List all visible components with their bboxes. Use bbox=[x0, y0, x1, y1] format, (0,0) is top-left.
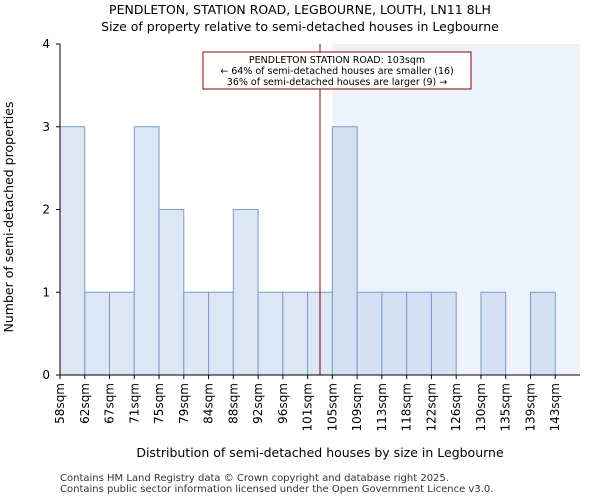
x-tick-label: 58sqm bbox=[53, 383, 67, 424]
bar-58sqm bbox=[59, 126, 86, 376]
y-tick-label: 1 bbox=[42, 285, 50, 299]
bar-122sqm bbox=[430, 291, 457, 376]
y-tick-label: 2 bbox=[42, 203, 50, 217]
x-axis-label: Distribution of semi-detached houses by … bbox=[136, 445, 504, 460]
bar-105sqm bbox=[331, 126, 358, 376]
bar-88sqm bbox=[232, 209, 259, 376]
bar-71sqm bbox=[133, 126, 160, 376]
bar-139sqm bbox=[529, 291, 556, 376]
x-tick-label: 109sqm bbox=[350, 383, 364, 431]
annotation-line-3: 36% of semi-detached houses are larger (… bbox=[227, 77, 447, 88]
chart-subtitle: Size of property relative to semi-detach… bbox=[101, 19, 499, 34]
x-tick-label: 92sqm bbox=[251, 383, 265, 424]
bar-92sqm bbox=[257, 291, 284, 376]
bar-118sqm bbox=[406, 291, 432, 376]
x-tick-label: 118sqm bbox=[400, 383, 414, 431]
x-tick-label: 113sqm bbox=[375, 383, 389, 431]
footer-copyright: Contains HM Land Registry data © Crown c… bbox=[60, 473, 449, 484]
bar-109sqm bbox=[356, 291, 383, 376]
annotation-box bbox=[202, 51, 472, 90]
x-tick-label: 105sqm bbox=[325, 383, 339, 431]
x-tick-label: 101sqm bbox=[301, 383, 315, 431]
x-tick-label: 79sqm bbox=[177, 383, 191, 424]
chart-title: PENDLETON, STATION ROAD, LEGBOURNE, LOUT… bbox=[109, 2, 491, 17]
bar-67sqm bbox=[109, 291, 135, 376]
x-tick-label: 126sqm bbox=[449, 383, 463, 431]
x-tick-label: 122sqm bbox=[424, 383, 438, 431]
footer-licence: Contains public sector information licen… bbox=[60, 484, 494, 495]
x-tick-label: 130sqm bbox=[474, 383, 488, 431]
y-axis-label: Number of semi-detached properties bbox=[1, 102, 16, 333]
annotation-line-2: ← 64% of semi-detached houses are smalle… bbox=[220, 66, 454, 77]
bar-130sqm bbox=[480, 291, 507, 376]
bar-113sqm bbox=[381, 291, 408, 376]
bar-62sqm bbox=[84, 291, 111, 376]
x-tick-label: 135sqm bbox=[499, 383, 513, 431]
x-tick-label: 143sqm bbox=[548, 383, 562, 431]
bar-75sqm bbox=[158, 209, 185, 376]
y-tick-label: 0 bbox=[42, 368, 50, 382]
x-tick-label: 96sqm bbox=[276, 383, 290, 424]
annotation-line-1: PENDLETON STATION ROAD: 103sqm bbox=[249, 55, 425, 66]
x-tick-label: 75sqm bbox=[152, 383, 166, 424]
y-tick-label: 3 bbox=[42, 120, 50, 134]
x-tick-label: 62sqm bbox=[78, 383, 92, 424]
bar-96sqm bbox=[282, 291, 309, 376]
bar-79sqm bbox=[183, 291, 210, 376]
x-tick-label: 139sqm bbox=[523, 383, 537, 431]
x-tick-label: 71sqm bbox=[127, 383, 141, 424]
bar-84sqm bbox=[208, 291, 234, 376]
x-tick-label: 88sqm bbox=[226, 383, 240, 424]
y-tick-label: 4 bbox=[42, 37, 50, 51]
x-tick-label: 84sqm bbox=[202, 383, 216, 424]
x-tick-label: 67sqm bbox=[103, 383, 117, 424]
